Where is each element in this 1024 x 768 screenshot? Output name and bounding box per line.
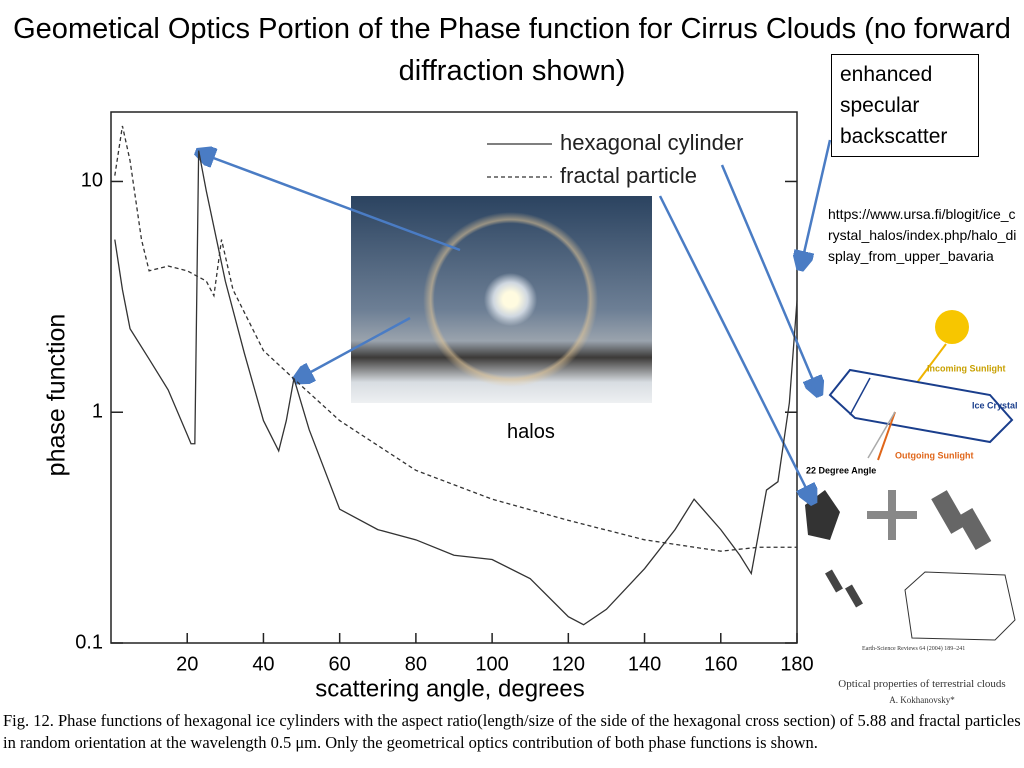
figure-caption: Fig. 12. Phase functions of hexagonal ic… (3, 711, 1021, 752)
x-tick-label: 40 (252, 653, 274, 675)
ray-extension (867, 411, 896, 459)
arrow (298, 316, 411, 379)
x-tick-label: 160 (704, 653, 737, 675)
source-url: https://www.ursa.fi/blogit/ice_crystal_h… (828, 206, 1017, 264)
arrow (720, 164, 818, 392)
series-line (114, 125, 797, 552)
x-tick-label: 100 (475, 653, 508, 675)
diagram: Incoming Sunlight Ice Crystal Outgoing S… (805, 310, 1018, 641)
halo-photo (351, 196, 652, 403)
legend-label: hexagonal cylinder (560, 130, 743, 155)
annotation-box: enhanced specular backscatter (831, 54, 979, 157)
arrow (200, 153, 461, 252)
crystal-edge (849, 377, 871, 416)
reference-author: A. Kokhanovsky* (889, 695, 955, 705)
diagram-label: 22 Degree Angle (806, 465, 876, 475)
legend-label: fractal particle (560, 163, 697, 188)
y-tick-label: 10 (81, 170, 103, 192)
reference-journal: Earth-Science Reviews 64 (2004) 189–241 (862, 646, 966, 652)
x-axis-label: scattering angle, degrees (315, 675, 585, 702)
y-tick-label: 0.1 (75, 631, 103, 653)
reference-title: Optical properties of terrestrial clouds (838, 678, 1006, 690)
x-tick-label: 20 (176, 653, 198, 675)
ice-crystal (828, 368, 1014, 444)
plot-frame (110, 111, 798, 644)
aggregate-particle (931, 490, 992, 550)
diagram-label: Incoming Sunlight (927, 363, 1006, 373)
x-tick-label: 140 (628, 653, 661, 675)
diagram-label: Outgoing Sunlight (895, 450, 973, 460)
x-tick-label: 180 (780, 653, 813, 675)
column-particles (825, 569, 863, 608)
series-line (114, 150, 798, 626)
diagram-label: Ice Crystal (972, 400, 1018, 410)
hexagonal-column (904, 571, 1016, 641)
y-tick-label: 1 (92, 401, 103, 423)
x-tick-label: 80 (405, 653, 427, 675)
x-tick-label: 60 (329, 653, 351, 675)
outgoing-ray (877, 411, 896, 461)
arrow (801, 139, 832, 266)
x-tick-label: 120 (552, 653, 585, 675)
sun (935, 310, 969, 344)
y-axis-label: phase function (43, 314, 71, 477)
arrows (200, 139, 832, 500)
arrow (658, 195, 812, 500)
photo-label: halos (507, 421, 555, 443)
slide-title: Geometical Optics Portion of the Phase f… (13, 13, 1011, 87)
rosette-particle (867, 490, 917, 540)
